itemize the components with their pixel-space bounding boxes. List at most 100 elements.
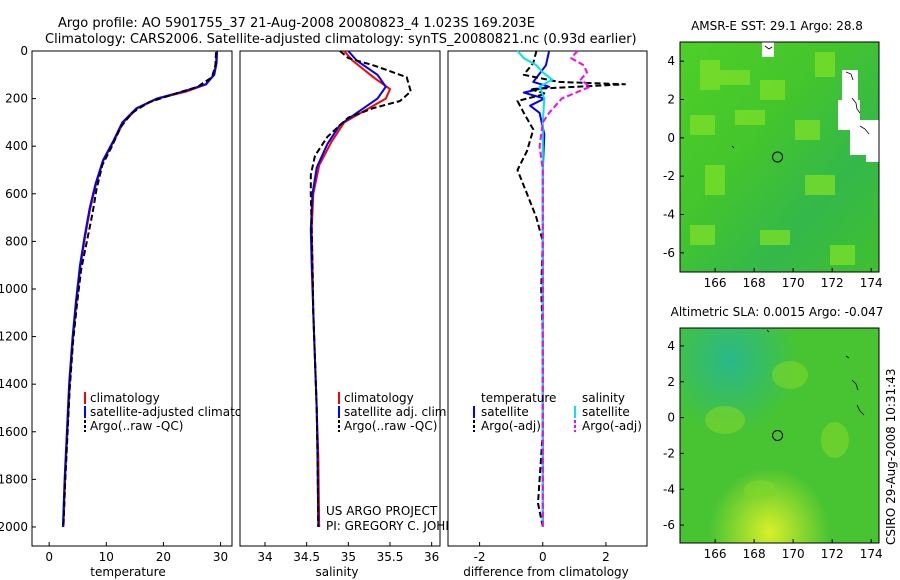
map-y-tick-label: 2 (667, 93, 675, 107)
map-y-tick-label: 4 (667, 339, 675, 353)
map-x-tick-label: 170 (782, 547, 805, 561)
difference-axes (447, 50, 648, 547)
x-tick-label: 0 (539, 550, 547, 564)
difference-legend: temperature salinity satellite Argo(-adj… (473, 391, 642, 433)
salinity-axes (239, 50, 441, 547)
depth-tick-label: 800 (5, 234, 28, 248)
map-y-tick-label: -2 (663, 446, 675, 460)
temperature-panel: 0 200 400 600 800 1000 1200 1400 1600 1800 2000 0 1… (0, 44, 268, 579)
legend-satellite-label: satellite adj. clim. (344, 405, 450, 419)
depth-tick-label: 0 (20, 44, 28, 58)
sla-map-patches (705, 361, 849, 500)
sst-map-coast (731, 45, 870, 149)
timestamp-side-label: CSIRO 29-Aug-2008 10:31:43 (884, 369, 898, 545)
sst-map-float-marker (772, 151, 784, 163)
series-line (309, 50, 412, 528)
map-x-tick-label: 170 (782, 276, 805, 290)
map-x-tick-label: 166 (704, 547, 727, 561)
map-y-tick-label: 0 (667, 411, 675, 425)
difference-panel: -2 0 2 difference from climatology tempera… (447, 50, 648, 579)
x-tick-label: 34.5 (293, 550, 320, 564)
legend-temp-satellite-label: satellite (481, 405, 529, 419)
x-tick-label: 20 (156, 550, 171, 564)
legend-argo-label: Argo(..raw -QC) (90, 419, 183, 433)
map-x-tick-label: 172 (821, 276, 844, 290)
legend-temperature-title: temperature (481, 391, 556, 405)
x-tick-label: 36 (424, 550, 439, 564)
sst-map-axes (679, 41, 880, 273)
depth-tick-label: 1400 (0, 377, 28, 391)
salinity-panel: 34 34.5 35 35.5 36 salinity climatology sate… (239, 50, 480, 579)
x-tick-label: 0 (45, 550, 53, 564)
difference-lines (516, 50, 626, 528)
map-y-tick-label: -6 (663, 246, 675, 260)
sst-map-title: AMSR-E SST: 29.1 Argo: 28.8 (691, 19, 863, 33)
map-y-tick-label: -4 (663, 482, 675, 496)
sst-map-panel: AMSR-E SST: 29.1 Argo: 28.8 166 16 (663, 19, 883, 290)
depth-tick-label: 1000 (0, 282, 28, 296)
sla-map-axes (679, 327, 880, 544)
depth-tick-label: 2000 (0, 520, 28, 534)
salinity-xlabel: salinity (315, 565, 358, 579)
legend-sal-satellite-label: satellite (582, 405, 630, 419)
legend-sal-argo-label: Argo(-adj) (582, 419, 642, 433)
map-y-tick-label: 0 (667, 131, 675, 145)
map-y-tick-label: -4 (663, 208, 675, 222)
legend-climatology-label: climatology (344, 391, 414, 405)
depth-tick-label: 1200 (0, 330, 28, 344)
x-tick-label: 10 (99, 550, 114, 564)
salinity-legend: climatology satellite adj. clim. Argo(..… (338, 391, 450, 433)
title-line-2: Climatology: CARS2006. Satellite-adjuste… (45, 32, 637, 47)
map-y-tick-label: -6 (663, 518, 675, 532)
sla-map-panel: Altimetric SLA: 0.0015 Argo: -0.047 166 1… (663, 305, 883, 561)
temperature-yticks: 0 200 400 600 800 1000 1200 1400 1600 1800 2000 (0, 44, 36, 534)
temperature-xticks: 0 10 20 30 (45, 542, 228, 564)
map-y-tick-label: 4 (667, 54, 675, 68)
series-line (538, 50, 592, 527)
project-line-2: PI: GREGORY C. JOHNSON (326, 519, 480, 533)
x-tick-label: 30 (213, 550, 228, 564)
x-tick-label: 35 (341, 550, 356, 564)
temperature-xlabel: temperature (90, 565, 165, 579)
temperature-axes (31, 50, 233, 547)
sla-map-yellow-region (680, 328, 879, 543)
legend-temp-argo-label: Argo(-adj) (481, 419, 541, 433)
x-tick-label: 2 (602, 550, 610, 564)
x-tick-label: 35.5 (377, 550, 404, 564)
sla-map-title: Altimetric SLA: 0.0015 Argo: -0.047 (671, 305, 884, 319)
map-y-tick-label: -2 (663, 169, 675, 183)
temperature-lines (61, 50, 219, 528)
sst-map-xticks: 166 168 170 172 174 (704, 268, 883, 290)
difference-xticks: -2 0 2 (474, 542, 610, 564)
legend-salinity-title: salinity (582, 391, 625, 405)
sst-map-yticks: -6 -4 -2 0 2 4 (663, 54, 684, 260)
depth-tick-label: 200 (5, 92, 28, 106)
map-x-tick-label: 168 (743, 547, 766, 561)
depth-tick-label: 1600 (0, 425, 28, 439)
x-tick-label: -2 (474, 550, 486, 564)
legend-satellite-label: satellite-adjusted climatology (90, 405, 268, 419)
sla-map-coast (766, 329, 865, 416)
salinity-xticks: 34 34.5 35 35.5 36 (257, 542, 439, 564)
salinity-lines (309, 50, 412, 528)
map-x-tick-label: 174 (860, 276, 883, 290)
depth-tick-label: 1800 (0, 472, 28, 486)
map-x-tick-label: 166 (704, 276, 727, 290)
legend-climatology-label: climatology (90, 391, 160, 405)
map-x-tick-label: 172 (821, 547, 844, 561)
map-x-tick-label: 168 (743, 276, 766, 290)
sst-map-patches (690, 52, 855, 265)
map-x-tick-label: 174 (860, 547, 883, 561)
x-tick-label: 34 (257, 550, 272, 564)
depth-tick-label: 600 (5, 187, 28, 201)
temperature-legend: climatology satellite-adjusted climatolo… (84, 391, 268, 433)
difference-xlabel: difference from climatology (463, 565, 629, 579)
sla-map-yticks: -6 -4 -2 0 2 4 (663, 339, 684, 532)
map-y-tick-label: 2 (667, 375, 675, 389)
title-line-1: Argo profile: AO 5901755_37 21-Aug-2008 … (58, 16, 535, 31)
legend-argo-label: Argo(..raw -QC) (344, 419, 437, 433)
project-line-1: US ARGO PROJECT (326, 504, 438, 518)
sst-map-land (762, 42, 879, 162)
depth-tick-label: 400 (5, 139, 28, 153)
